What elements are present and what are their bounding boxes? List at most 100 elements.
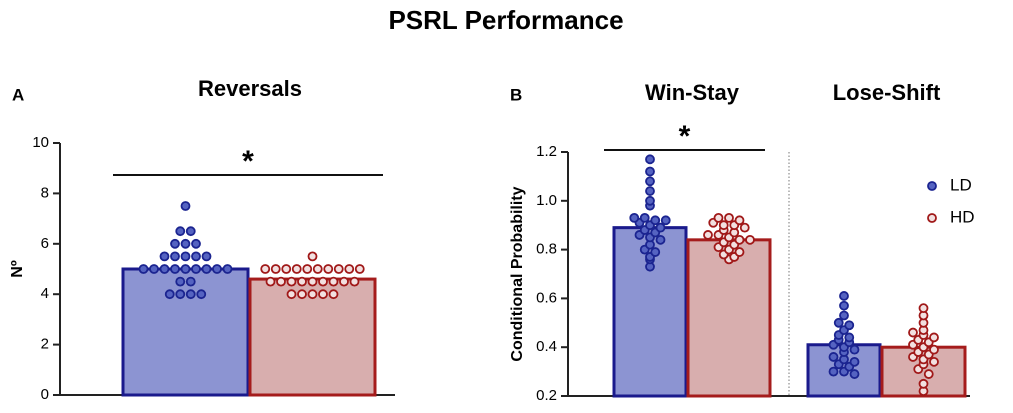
- data-point: [833, 317, 844, 328]
- data-point: [849, 369, 860, 379]
- panel-letter: B: [510, 85, 522, 104]
- data-point: [185, 226, 196, 237]
- data-point: [318, 276, 328, 287]
- data-point: [645, 166, 655, 177]
- legend-label: HD: [950, 207, 975, 226]
- data-point: [175, 276, 186, 287]
- data-point: [839, 300, 849, 311]
- data-point: [185, 276, 196, 287]
- y-tick-label: 1.2: [536, 143, 557, 160]
- data-point: [276, 276, 286, 287]
- data-point: [307, 289, 318, 300]
- data-point: [724, 212, 734, 223]
- data-point: [734, 215, 745, 226]
- data-point: [839, 291, 849, 301]
- y-axis-label: Nº: [9, 260, 26, 278]
- y-tick-label: 6: [41, 235, 49, 252]
- data-point: [180, 264, 191, 274]
- data-point: [180, 201, 191, 211]
- data-point: [713, 212, 724, 223]
- data-point: [318, 289, 328, 300]
- data-point: [908, 327, 918, 338]
- data-point: [333, 264, 344, 274]
- data-point: [159, 251, 170, 262]
- y-tick-label: 0.2: [536, 387, 557, 404]
- data-point: [297, 289, 307, 300]
- legend-label: LD: [950, 175, 972, 194]
- y-tick-label: 2: [41, 336, 49, 353]
- y-tick-label: 8: [41, 184, 49, 201]
- data-point: [270, 264, 281, 274]
- data-point: [191, 251, 201, 262]
- data-point: [703, 230, 713, 240]
- data-point: [918, 303, 929, 314]
- data-point: [180, 238, 191, 249]
- data-point: [660, 215, 671, 226]
- data-point: [328, 276, 339, 287]
- data-point: [159, 264, 170, 274]
- data-point: [265, 276, 276, 287]
- legend-marker: [927, 181, 937, 191]
- y-tick-label: 0.6: [536, 289, 557, 306]
- data-point: [645, 154, 655, 165]
- data-point: [849, 344, 860, 355]
- y-tick-label: 4: [41, 285, 49, 302]
- data-point: [286, 276, 297, 287]
- data-point: [302, 264, 313, 274]
- data-point: [185, 289, 196, 300]
- data-point: [138, 264, 149, 274]
- data-point: [201, 264, 212, 274]
- data-point: [175, 289, 186, 300]
- data-point: [923, 369, 934, 379]
- category-label: Win-Stay: [645, 80, 740, 105]
- figure-title: PSRL Performance: [388, 5, 623, 35]
- data-point: [307, 251, 318, 262]
- data-point: [170, 251, 180, 262]
- panel-letter: A: [12, 85, 24, 104]
- data-point: [191, 264, 201, 274]
- data-point: [149, 264, 159, 274]
- data-point: [344, 264, 355, 274]
- data-point: [212, 264, 222, 274]
- data-point: [655, 234, 666, 245]
- data-point: [196, 289, 207, 300]
- data-point: [828, 366, 839, 377]
- data-point: [849, 356, 860, 367]
- data-point: [929, 356, 939, 367]
- data-point: [260, 264, 271, 274]
- data-point: [180, 251, 191, 262]
- data-point: [839, 310, 849, 321]
- data-point: [191, 238, 201, 249]
- data-point: [291, 264, 302, 274]
- data-point: [297, 276, 307, 287]
- data-point: [312, 264, 323, 274]
- data-point: [844, 332, 855, 343]
- data-point: [918, 378, 929, 389]
- y-tick-label: 0.8: [536, 241, 557, 258]
- data-point: [645, 176, 655, 187]
- data-point: [339, 276, 349, 287]
- y-axis-label: Conditional Probability: [509, 186, 526, 361]
- data-point: [645, 186, 655, 196]
- y-tick-label: 0.4: [536, 338, 557, 355]
- data-point: [222, 264, 233, 274]
- y-tick-label: 0: [41, 386, 49, 403]
- data-point: [655, 222, 666, 233]
- data-point: [354, 264, 365, 274]
- data-point: [929, 344, 939, 355]
- data-point: [745, 234, 755, 245]
- data-point: [175, 226, 186, 237]
- significance-label: *: [679, 120, 691, 153]
- data-point: [929, 332, 939, 343]
- category-label: Lose-Shift: [833, 80, 941, 105]
- data-point: [734, 247, 745, 257]
- y-tick-label: 10: [32, 134, 49, 151]
- panel-title: Reversals: [198, 76, 302, 101]
- data-point: [650, 215, 661, 226]
- data-point: [286, 289, 297, 300]
- data-point: [734, 234, 745, 245]
- data-point: [629, 212, 640, 223]
- data-point: [739, 222, 750, 233]
- significance-label: *: [242, 145, 254, 178]
